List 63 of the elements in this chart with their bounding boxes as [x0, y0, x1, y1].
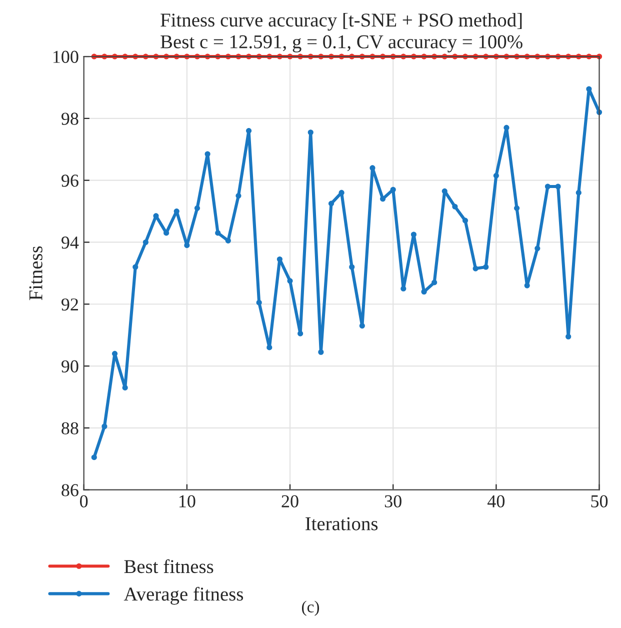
- point: [236, 193, 242, 199]
- point: [586, 86, 592, 92]
- point: [410, 232, 416, 238]
- point: [452, 204, 458, 210]
- point: [132, 264, 138, 270]
- point: [318, 349, 324, 355]
- y-tick-label: 98: [62, 112, 78, 125]
- legend-label: Average fitness: [124, 586, 244, 605]
- y-tick-label: 100: [53, 50, 78, 63]
- point: [215, 230, 221, 236]
- point: [122, 384, 128, 390]
- point: [555, 184, 561, 190]
- point: [534, 246, 540, 252]
- x-tick-label: 20: [282, 495, 298, 508]
- point: [308, 130, 314, 136]
- point: [91, 454, 97, 460]
- point: [246, 128, 252, 134]
- point: [462, 218, 468, 224]
- x-tick-label: 40: [488, 495, 505, 508]
- x-tick-label: 50: [591, 495, 608, 508]
- point: [544, 184, 550, 190]
- text: (c): [302, 600, 320, 616]
- point: [142, 239, 148, 246]
- x-tick-label: 10: [179, 495, 196, 508]
- x-tick-label: 30: [384, 495, 402, 508]
- point: [194, 205, 200, 211]
- y-tick-label: 96: [62, 174, 78, 187]
- point: [493, 172, 499, 178]
- y-tick-label: 94: [62, 236, 79, 249]
- y-tick-label: 90: [62, 360, 78, 372]
- chart-title: Fitness curve accuracy [t-SNE + PSO method]: [160, 12, 522, 31]
- point: [370, 165, 376, 171]
- point: [524, 282, 530, 288]
- point: [442, 188, 448, 194]
- point: [256, 300, 262, 306]
- point: [359, 323, 365, 329]
- point: [338, 190, 344, 196]
- point: [576, 190, 582, 196]
- y-tick-label: 88: [62, 422, 78, 434]
- y-tick-label: 92: [62, 298, 78, 311]
- point: [504, 124, 510, 130]
- point: [483, 264, 489, 270]
- point: [514, 205, 520, 211]
- point: [472, 266, 478, 272]
- x-axis-title: Iterations: [306, 517, 378, 530]
- x-tick-label: 0: [80, 495, 88, 508]
- point: [266, 344, 272, 350]
- point: [204, 151, 210, 157]
- legend-label: Best fitness: [124, 559, 214, 574]
- point: [287, 278, 293, 284]
- point: [102, 424, 108, 430]
- point: [566, 334, 572, 340]
- point: [112, 350, 118, 356]
- y-axis-title: Fitness: [29, 246, 42, 300]
- point: [380, 196, 386, 202]
- chart-subtitle: Best c = 12.591, g = 0.1, CV accuracy = 100%: [160, 35, 522, 52]
- point: [400, 286, 406, 292]
- point: [390, 186, 396, 192]
- y-tick-label: 86: [62, 484, 78, 496]
- point: [349, 264, 355, 270]
- point: [328, 200, 334, 206]
- point: [432, 280, 438, 286]
- point: [298, 330, 304, 336]
